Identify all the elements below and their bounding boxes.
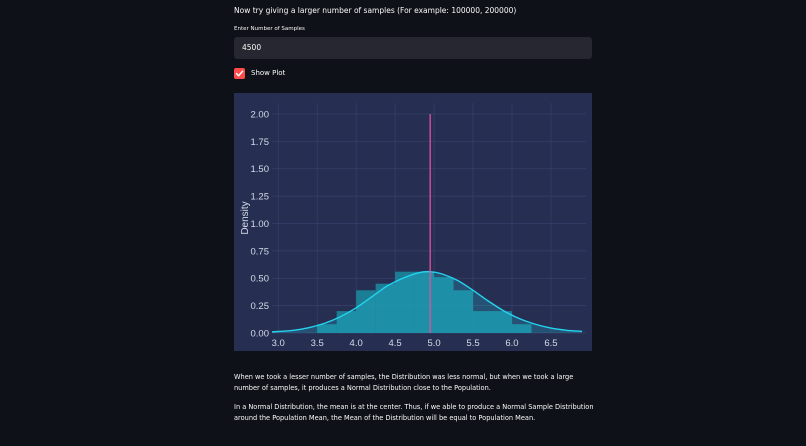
histogram-bar [356, 290, 376, 333]
show-plot-checkbox[interactable] [234, 67, 245, 79]
samples-input[interactable]: 4500 [234, 37, 592, 59]
explanation-paragraph-2: In a Normal Distribution, the mean is at… [234, 403, 594, 422]
y-tick-label: 0.50 [251, 274, 270, 285]
y-tick-label: 1.25 [251, 192, 270, 203]
y-axis-label: Density [240, 201, 251, 234]
x-tick-label: 6.0 [505, 338, 518, 349]
show-plot-checkbox-row[interactable]: Show Plot [234, 67, 285, 79]
histogram-bar [473, 311, 493, 333]
explanation-paragraph-1: When we took a lesser number of samples,… [234, 373, 574, 392]
histogram-bar [511, 324, 532, 333]
histogram-bar [453, 290, 474, 333]
y-tick-label: 1.50 [251, 164, 270, 175]
histogram-bar [375, 283, 396, 333]
check-icon [235, 70, 244, 76]
y-tick-label: 0.25 [251, 301, 270, 312]
histogram-bar [492, 311, 512, 333]
samples-input-label: Enter Number of Samples [234, 26, 305, 32]
x-tick-label: 5.5 [466, 338, 479, 349]
histogram-bar [414, 271, 435, 333]
y-tick-label: 0.00 [251, 329, 270, 340]
show-plot-label: Show Plot [251, 69, 286, 77]
y-tick-label: 0.75 [251, 246, 270, 257]
x-tick-label: 4.5 [388, 338, 401, 349]
y-tick-label: 2.00 [251, 109, 270, 120]
y-tick-label: 1.00 [251, 219, 270, 230]
kde-area [272, 271, 583, 333]
histogram-bar [317, 324, 337, 333]
density-plot-svg: 0.00 0.25 0.50 0.75 1.00 1.25 1.50 1.75 2.00 3.0 3… [234, 93, 592, 351]
x-tick-label: 3.5 [311, 338, 324, 349]
histogram-bar [434, 277, 454, 333]
y-tick-label: 1.75 [251, 137, 270, 148]
intro-text: Now try giving a larger number of sample… [234, 6, 517, 15]
density-plot: 0.00 0.25 0.50 0.75 1.00 1.25 1.50 1.75 2.00 3.0 3… [234, 93, 592, 351]
x-tick-label: 6.5 [544, 338, 557, 349]
x-tick-label: 5.0 [427, 338, 440, 349]
x-tick-label: 4.0 [350, 338, 363, 349]
histogram-bar [395, 271, 415, 333]
x-tick-label: 3.0 [272, 338, 285, 349]
